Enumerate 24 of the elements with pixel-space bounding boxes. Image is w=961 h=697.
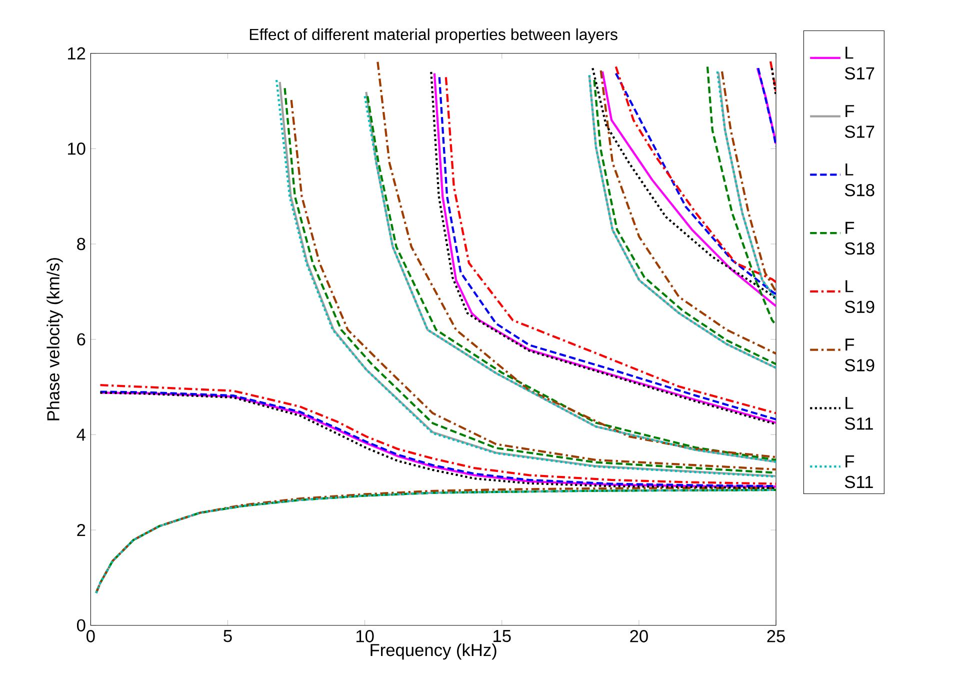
y-tick-label: 4 [76, 428, 86, 441]
y-tick-label: 8 [77, 238, 86, 250]
chart-title: Effect of different material properties between layers [250, 28, 618, 44]
legend-label: F S19 [844, 338, 874, 372]
legend-label: L S19 [844, 280, 874, 314]
legend-label: F S17 [844, 105, 874, 138]
x-tick-label: 5 [224, 630, 232, 642]
legend-label: F S11 [844, 455, 873, 488]
legend-label: L S18 [844, 163, 874, 196]
x-tick-label: 20 [630, 630, 648, 642]
legend-label: L S11 [844, 397, 873, 430]
x-tick-label: 10 [356, 630, 374, 642]
x-tick-label: 15 [494, 630, 511, 642]
x-tick-label: 0 [86, 630, 95, 642]
y-tick-label: 10 [68, 142, 86, 155]
y-tick-label: 12 [68, 47, 86, 60]
y-tick-label: 2 [77, 524, 86, 536]
x-tick-label: 25 [767, 630, 785, 642]
y-tick-label: 0 [76, 619, 86, 632]
y-axis-title: Phase velocity (km/s) [46, 258, 63, 420]
legend-label: F S18 [844, 222, 874, 255]
legend-label: L S17 [844, 46, 874, 80]
y-tick-label: 6 [77, 333, 86, 346]
x-axis-title: Frequency (kHz) [370, 643, 496, 660]
